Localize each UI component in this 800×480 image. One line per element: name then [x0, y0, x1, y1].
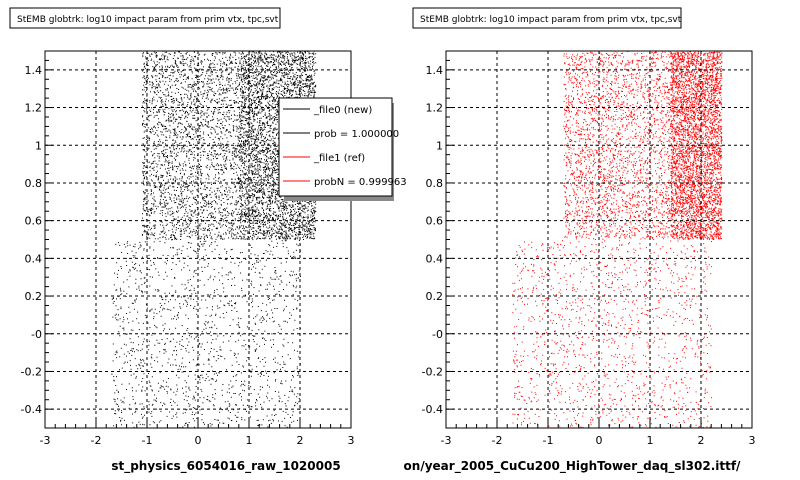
scatter-region-low	[111, 239, 301, 429]
right-title: StEMB globtrk: log10 impact param from p…	[420, 15, 682, 25]
x-tick-label: 1	[246, 434, 253, 447]
right-grid	[446, 51, 752, 428]
legend-entry-prob: prob = 1.000000	[314, 129, 399, 140]
y-tick-label: 1	[35, 139, 42, 152]
right-file-label: on/year_2005_CuCu200_HighTower_daq_sl302…	[404, 459, 742, 474]
x-tick-label: -3	[441, 434, 452, 447]
x-tick-label: 3	[348, 434, 355, 447]
scatter-region-low	[512, 240, 713, 429]
y-tick-label: -0.2	[422, 365, 443, 378]
y-tick-label: -0.4	[21, 403, 42, 416]
x-tick-label: -1	[142, 434, 153, 447]
x-tick-label: 1	[647, 434, 654, 447]
y-tick-label: 0.6	[426, 215, 444, 228]
x-tick-label: 2	[297, 434, 304, 447]
left-title-box	[9, 7, 281, 29]
left-file-label: st_physics_6054016_raw_1020005	[111, 459, 340, 474]
right-title-box	[412, 7, 682, 29]
scatter-region-high	[670, 50, 723, 240]
x-tick-label: -1	[543, 434, 554, 447]
x-tick-label: 0	[596, 434, 603, 447]
y-tick-label: -0.4	[422, 403, 443, 416]
y-tick-label: 0.4	[426, 252, 444, 265]
y-tick-label: 0.2	[426, 290, 444, 303]
y-tick-label: 0.2	[25, 290, 43, 303]
left-grid	[45, 51, 351, 428]
x-tick-label: -2	[492, 434, 503, 447]
legend-entry-probn: probN = 0.999963	[314, 177, 407, 188]
y-tick-label: 0.4	[25, 252, 43, 265]
left-scatter-points	[111, 50, 317, 429]
y-tick-label: 0.8	[25, 177, 43, 190]
y-tick-label: 0.8	[426, 177, 444, 190]
legend-entry-file1: _file1 (ref)	[313, 153, 365, 164]
legend-entry-file0: _file0 (new)	[313, 105, 372, 116]
left-axes: -3 -2 -1 0 1 2 3 -0.4 -0.2 -0 0.2 0.4 0.6 0.8 1 1.2 1.4	[21, 59, 355, 447]
y-tick-label: 1.4	[426, 64, 444, 77]
left-title: StEMB globtrk: log10 impact param from p…	[17, 15, 279, 25]
x-tick-label: -3	[40, 434, 51, 447]
y-tick-label: -0.2	[21, 365, 42, 378]
y-tick-label: -0	[432, 328, 443, 341]
y-tick-label: 1.2	[25, 102, 43, 115]
y-tick-label: 0.6	[25, 215, 43, 228]
right-axes: -3 -2 -1 0 1 2 3 -0.4 -0.2 -0 0.2 0.4 0.6 0.8 1 1.2 1.4	[422, 59, 756, 447]
legend-box	[278, 97, 393, 197]
y-tick-label: -0	[31, 328, 42, 341]
x-tick-label: -2	[91, 434, 102, 447]
right-panel: StEMB globtrk: log10 impact param from p…	[404, 7, 756, 474]
x-tick-label: 3	[749, 434, 756, 447]
y-tick-label: 1.2	[426, 102, 444, 115]
x-tick-label: 0	[195, 434, 202, 447]
x-tick-label: 2	[698, 434, 705, 447]
y-tick-label: 1	[436, 139, 443, 152]
y-tick-label: 1.4	[25, 64, 43, 77]
left-panel: StEMB globtrk: log10 impact param from p…	[9, 7, 407, 474]
legend: _file0 (new) prob = 1.000000 _file1 (ref…	[278, 97, 407, 201]
